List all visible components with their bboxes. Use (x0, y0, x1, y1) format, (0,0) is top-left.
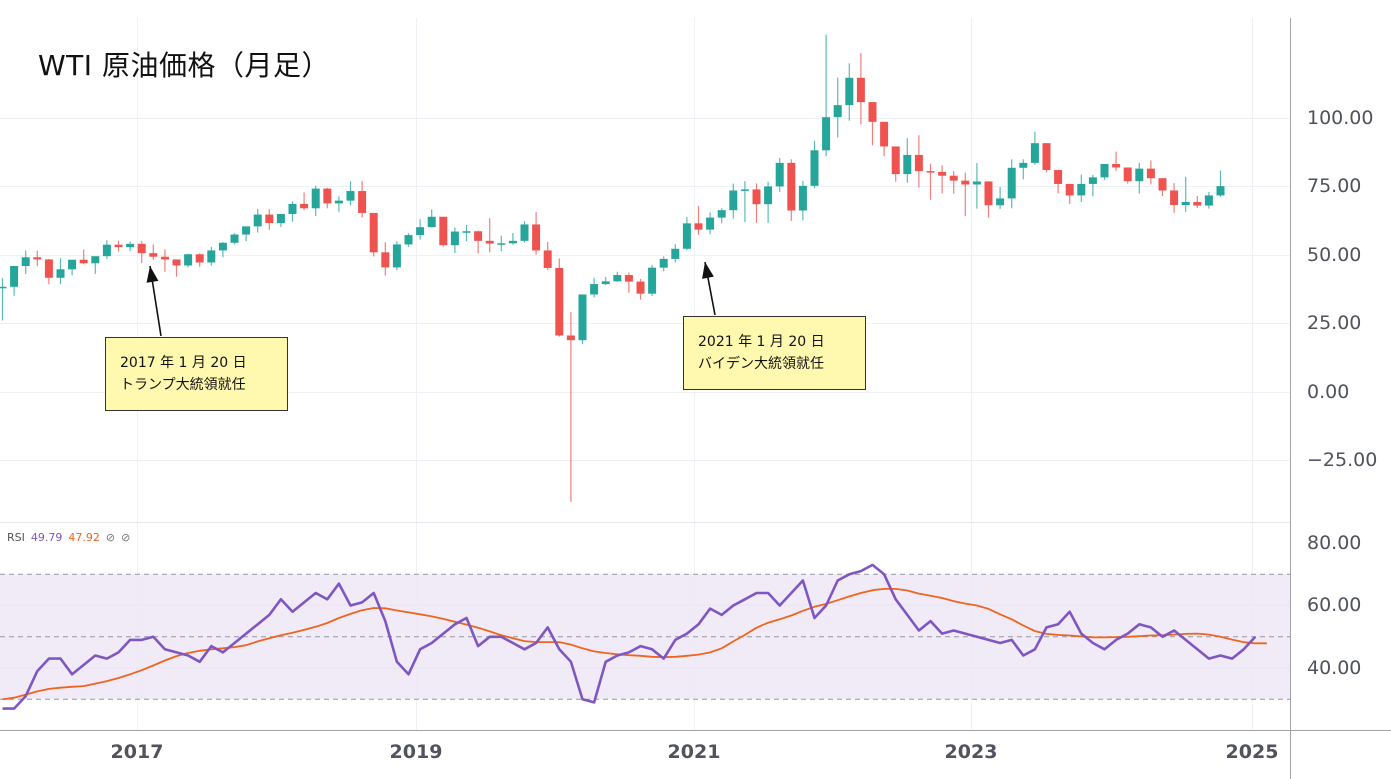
annotation-date: 2021 年 1 月 20 日 (698, 334, 825, 350)
price-tick-label: 75.00 (1307, 175, 1362, 197)
hidden-value-icon: ⊘ (121, 531, 131, 544)
annotation-text: バイデン大統領就任 (698, 356, 824, 372)
rsi-label: RSI (7, 531, 25, 544)
time-tick-label: 2023 (944, 741, 998, 763)
price-tick-label: −25.00 (1307, 449, 1378, 471)
annotation-date: 2017 年 1 月 20 日 (120, 355, 247, 371)
time-tick-label: 2021 (667, 741, 721, 763)
time-tick-label: 2017 (110, 741, 164, 763)
rsi-legend[interactable]: RSI 49.79 47.92 ⊘ ⊘ (7, 531, 130, 544)
rsi-tick-label: 80.00 (1307, 532, 1362, 554)
annotation-text: トランプ大統領就任 (120, 377, 246, 393)
rsi-ma-value: 47.92 (68, 531, 100, 544)
annotation-trump-inauguration: 2017 年 1 月 20 日 トランプ大統領就任 (105, 337, 288, 411)
rsi-tick-label: 40.00 (1307, 657, 1362, 679)
price-tick-label: 25.00 (1307, 312, 1362, 334)
annotation-biden-inauguration: 2021 年 1 月 20 日 バイデン大統領就任 (683, 316, 866, 390)
rsi-value: 49.79 (30, 531, 63, 544)
time-tick-label: 2019 (389, 741, 443, 763)
time-tick-label: 2025 (1225, 741, 1279, 763)
chart-title: WTI 原油価格（月足） (38, 49, 330, 82)
price-tick-label: 50.00 (1307, 244, 1362, 266)
price-tick-label: 100.00 (1307, 107, 1374, 129)
rsi-series (2, 563, 1267, 710)
hidden-value-icon: ⊘ (105, 531, 116, 544)
price-tick-label: 0.00 (1307, 381, 1350, 403)
candlestick-series (0, 34, 1225, 502)
rsi-tick-label: 60.00 (1307, 594, 1362, 616)
annotation-arrows (146, 261, 716, 337)
